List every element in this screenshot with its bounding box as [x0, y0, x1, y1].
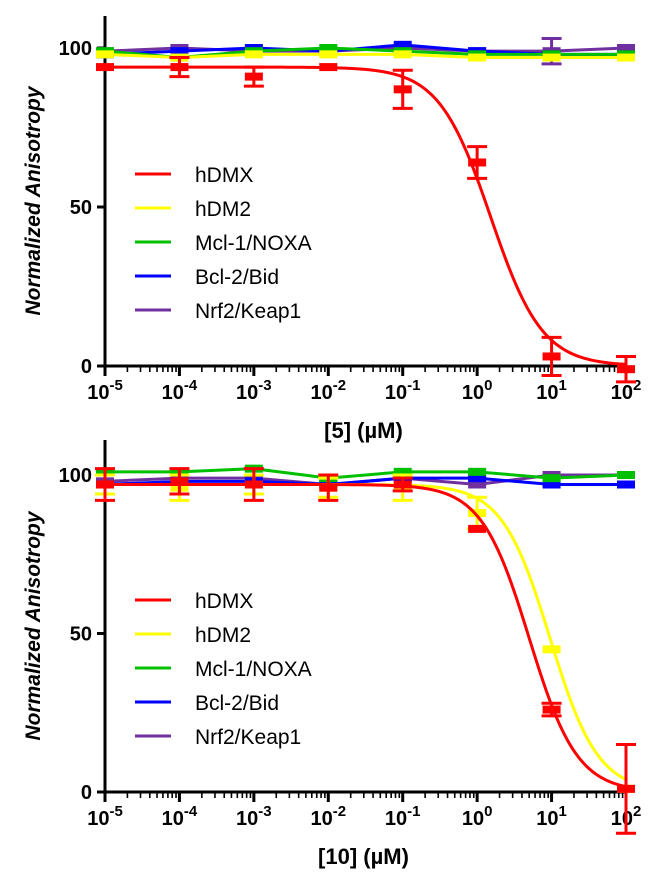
data-point — [542, 53, 561, 62]
data-point — [244, 480, 263, 489]
data-point — [170, 47, 189, 56]
x-tick-label: 10-3 — [236, 377, 272, 404]
x-tick-label: 10-5 — [87, 377, 123, 404]
x-tick-label: 10-4 — [162, 803, 198, 830]
series-line — [104, 52, 626, 60]
data-point — [96, 480, 114, 489]
data-point — [468, 474, 487, 483]
y-axis-label: Normalized Anisotropy — [22, 510, 45, 740]
legend-label: hDM2 — [195, 198, 251, 221]
y-tick-label: 0 — [81, 356, 92, 378]
data-point — [393, 50, 412, 59]
x-tick-label: 10-3 — [236, 803, 272, 830]
legend-label: Bcl-2/Bid — [195, 266, 279, 289]
y-tick-label: 0 — [81, 782, 92, 804]
data-point — [542, 705, 561, 714]
data-point — [468, 53, 487, 62]
legend-label: Nrf2/Keap1 — [195, 726, 301, 749]
series-hdmx — [95, 467, 636, 835]
fit-curve — [105, 65, 627, 366]
x-axis-label: [10] (µM) — [318, 844, 409, 869]
chart-panel-2: 0 50 100 Normalized Anisotropy 10-5 10-4 10-3 1… — [22, 440, 641, 869]
series-hdmx — [96, 56, 636, 384]
data-point — [393, 40, 412, 49]
data-point — [96, 63, 114, 72]
legend-label: hDM2 — [195, 624, 251, 647]
legend-label: Mcl-1/NOXA — [195, 658, 312, 681]
data-point — [468, 158, 487, 167]
y-tick-label: 50 — [70, 624, 92, 646]
x-tick-label: 10-2 — [310, 377, 346, 404]
data-point — [96, 50, 114, 59]
data-point — [468, 509, 487, 518]
y-tick-label: 50 — [70, 197, 92, 219]
data-point — [617, 53, 635, 62]
data-point — [319, 44, 338, 52]
legend: hDMX hDM2 Mcl-1/NOXA Bcl-2/Bid Nrf2/Keap1 — [135, 164, 312, 323]
x-tick-label: 10-1 — [385, 377, 421, 404]
data-point — [319, 50, 338, 59]
x-tick-label: 10-1 — [385, 803, 421, 830]
data-point — [542, 645, 561, 654]
legend-label: hDMX — [195, 590, 253, 613]
y-tick-label: 100 — [59, 38, 92, 60]
data-point — [244, 72, 263, 81]
data-point — [170, 63, 189, 72]
series-line — [105, 467, 627, 480]
data-point — [244, 50, 263, 59]
data-point — [542, 480, 561, 489]
data-point — [468, 467, 487, 476]
x-tick-label: 10-2 — [310, 803, 346, 830]
series-line — [104, 476, 626, 487]
chart-panel-1: 0 50 100 Normalized Anisotropy 10-5 10-4 10-3 1… — [22, 16, 641, 443]
x-tick-label: 10-4 — [162, 377, 198, 404]
legend-label: Bcl-2/Bid — [195, 692, 279, 715]
fit-curve — [105, 483, 627, 789]
x-axis-label: [5] (µM) — [324, 418, 403, 443]
x-tick-label: 101 — [536, 377, 567, 404]
y-axis-label: Normalized Anisotropy — [22, 85, 45, 315]
data-point — [617, 480, 635, 489]
data-point — [617, 365, 635, 374]
x-tick-label: 101 — [536, 803, 567, 830]
data-point — [617, 471, 635, 479]
data-point — [393, 85, 412, 94]
fit-curve — [105, 483, 627, 781]
legend: hDMX hDM2 Mcl-1/NOXA Bcl-2/Bid Nrf2/Keap1 — [135, 590, 312, 749]
data-point — [468, 524, 487, 533]
data-point — [393, 480, 412, 489]
x-tick-label: 100 — [462, 377, 493, 404]
legend-label: hDMX — [195, 164, 253, 187]
x-tick-label: 100 — [462, 803, 493, 830]
data-point — [542, 474, 561, 483]
series-hdm2 — [95, 473, 635, 793]
x-tick-label: 102 — [611, 377, 642, 404]
data-point — [170, 477, 189, 486]
data-point — [393, 467, 412, 476]
y-tick-label: 100 — [59, 465, 92, 487]
data-point — [617, 784, 635, 793]
data-point — [319, 483, 338, 492]
legend-label: Nrf2/Keap1 — [195, 300, 301, 323]
data-point — [468, 480, 487, 489]
data-point — [542, 352, 561, 361]
data-point — [319, 63, 338, 72]
x-tick-label: 10-5 — [87, 803, 123, 830]
legend-label: Mcl-1/NOXA — [195, 232, 312, 255]
data-point — [617, 44, 635, 52]
